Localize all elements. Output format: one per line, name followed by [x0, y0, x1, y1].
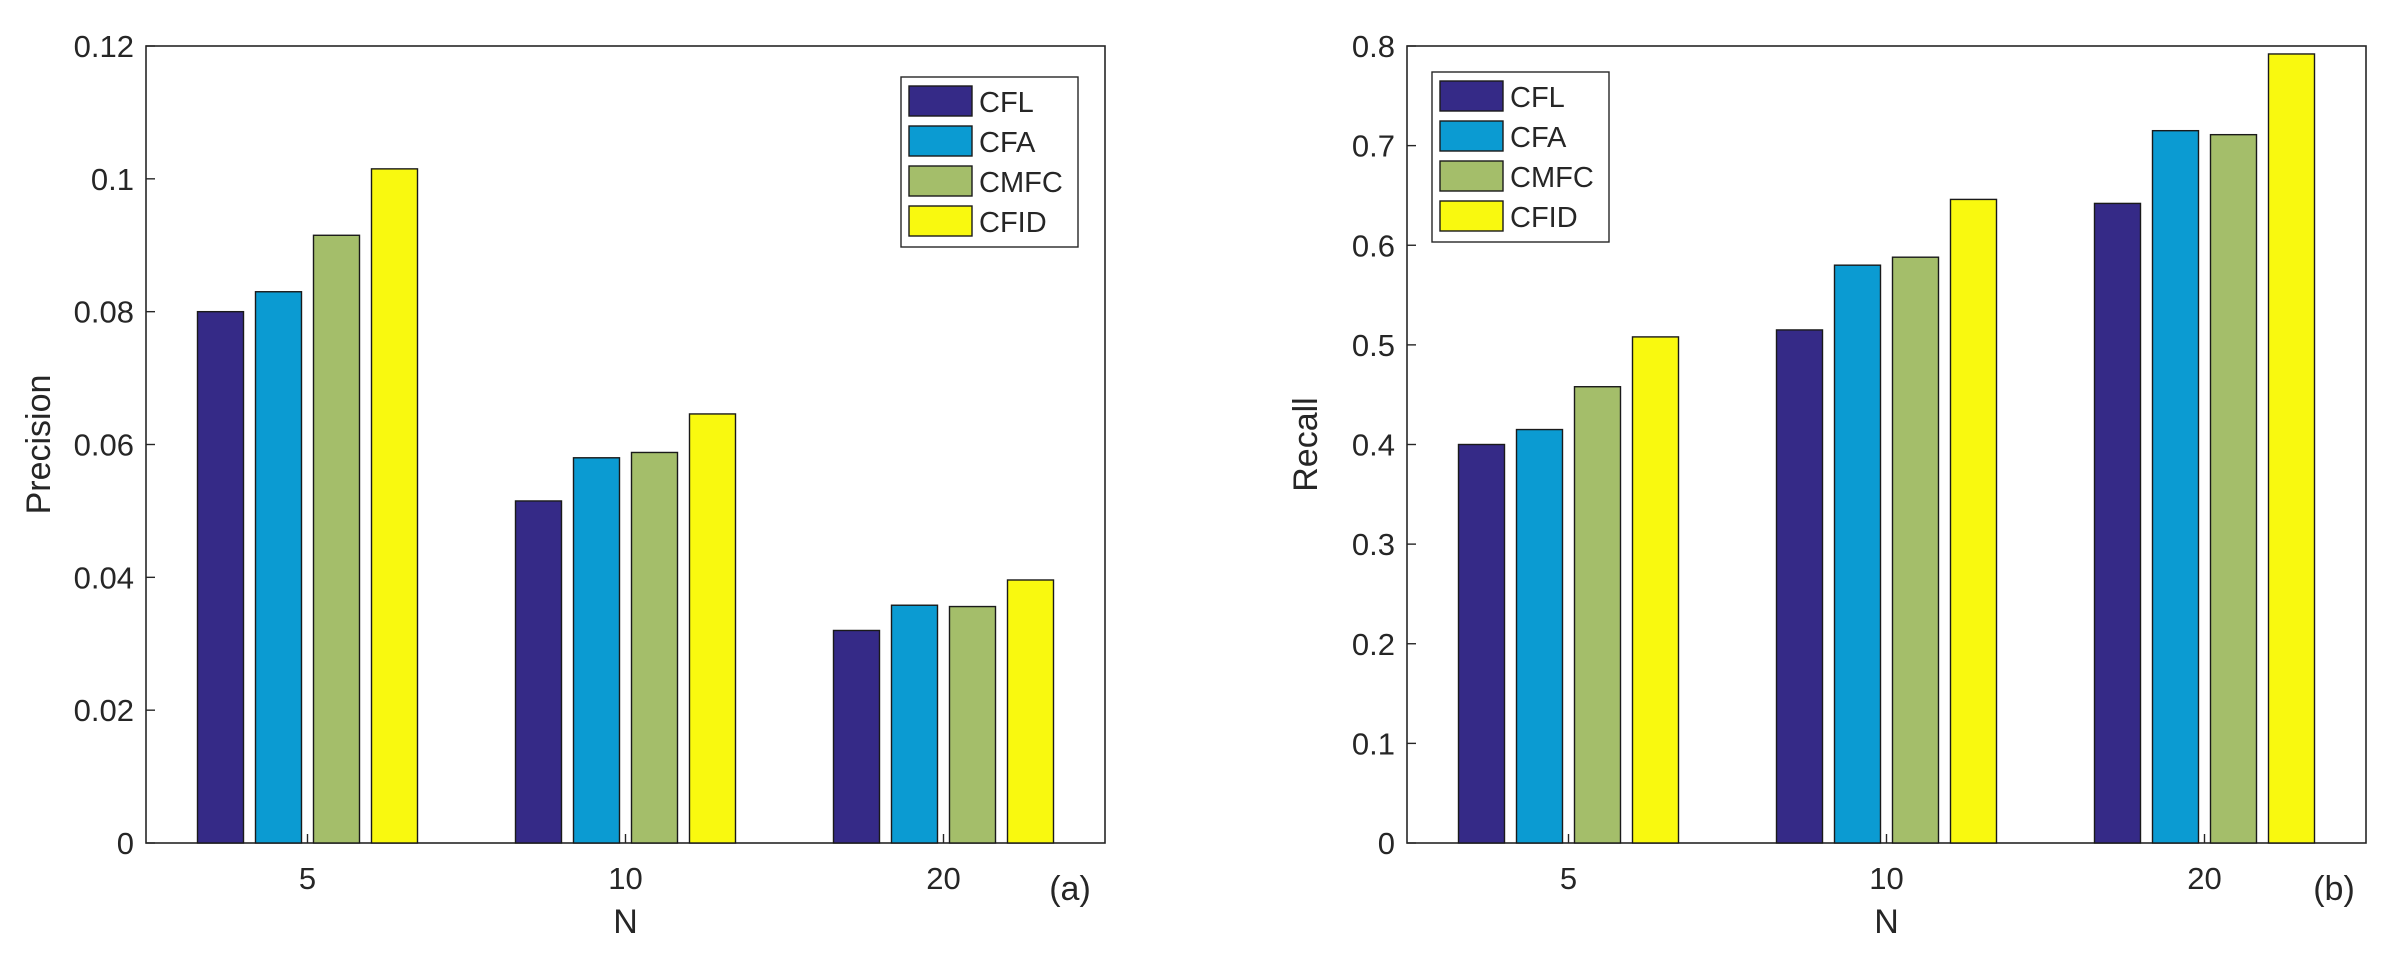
legend-swatch-cfl: [1439, 80, 1504, 112]
bar-cfid-n10: [1949, 198, 1998, 844]
y-tick-label: 0.1: [91, 162, 134, 197]
bar-cfid-n5: [370, 168, 419, 844]
chart-panel-a: 0 0.02 0.04 0.06 0.08 0.1 0.12 5 10 20 N Precision (…: [20, 29, 1106, 941]
panel-label: (a): [1049, 870, 1091, 908]
bar-cmfc-n10: [1891, 256, 1940, 844]
y-tick-label: 0.1: [1352, 726, 1395, 761]
legend-swatch-cmfc: [1439, 160, 1504, 192]
bar-cfa-n5: [1515, 428, 1564, 844]
bar-cfl-n5: [196, 310, 245, 844]
legend-label-cfl: CFL: [979, 87, 1034, 119]
legend-label-cfa: CFA: [1510, 122, 1567, 154]
x-axis-label: N: [1874, 903, 1899, 941]
bar-cmfc-n5: [1573, 386, 1622, 844]
legend: CFL CFA CMFC CFID: [900, 76, 1079, 248]
x-tick-label: 10: [1869, 861, 1903, 896]
legend-swatch-cfid: [908, 205, 973, 237]
panel-label: (b): [2313, 870, 2355, 908]
bar-cfl-n20: [832, 629, 881, 844]
legend-label-cfa: CFA: [979, 127, 1036, 159]
bar-cfa-n10: [1833, 264, 1882, 844]
y-tick-label: 0.12: [74, 29, 134, 64]
bar-cfl-n10: [1775, 329, 1824, 844]
y-tick-label: 0.06: [74, 428, 134, 463]
legend-swatch-cfa: [1439, 120, 1504, 152]
legend-label-cfid: CFID: [1510, 202, 1578, 234]
y-tick-label: 0.3: [1352, 527, 1395, 562]
y-tick-label: 0.2: [1352, 627, 1395, 662]
bar-cmfc-n20: [948, 605, 997, 844]
x-tick-label: 10: [608, 861, 642, 896]
y-tick-label: 0.5: [1352, 328, 1395, 363]
y-tick-label: 0.02: [74, 693, 134, 728]
x-tick-label: 5: [299, 861, 316, 896]
legend-swatch-cfid: [1439, 200, 1504, 232]
bar-cfid-n20: [1006, 579, 1055, 844]
x-tick-label: 5: [1560, 861, 1577, 896]
bar-cfa-n20: [2151, 129, 2200, 844]
bar-cfl-n10: [514, 500, 563, 844]
bar-cfa-n5: [254, 291, 303, 844]
y-tick-label: 0: [117, 826, 134, 861]
legend-swatch-cfa: [908, 125, 973, 157]
y-tick-label: 0.6: [1352, 228, 1395, 263]
bar-cmfc-n20: [2209, 133, 2258, 844]
legend-label-cfid: CFID: [979, 207, 1047, 239]
y-tick-label: 0.04: [74, 560, 134, 595]
bar-cfa-n10: [572, 457, 621, 844]
y-tick-label: 0.08: [74, 295, 134, 330]
y-tick-label: 0: [1378, 826, 1395, 861]
y-tick-label: 0.4: [1352, 428, 1395, 463]
bar-cfid-n20: [2267, 53, 2316, 844]
legend-label-cmfc: CMFC: [1510, 162, 1594, 194]
bar-cfa-n20: [890, 604, 939, 844]
chart-panel-b: 0 0.1 0.2 0.3 0.4 0.5 0.6 0.7 0.8 5 10 20 N Recall (b)…: [1287, 29, 2367, 941]
legend: CFL CFA CMFC CFID: [1431, 71, 1610, 243]
legend-swatch-cfl: [908, 85, 973, 117]
y-axis-label: Precision: [20, 375, 58, 515]
y-tick-label: 0.7: [1352, 129, 1395, 164]
legend-label-cmfc: CMFC: [979, 167, 1063, 199]
y-tick-label: 0.8: [1352, 29, 1395, 64]
legend-label-cfl: CFL: [1510, 82, 1565, 114]
x-axis-label: N: [613, 903, 638, 941]
legend-swatch-cmfc: [908, 165, 973, 197]
bar-cfid-n10: [688, 413, 737, 844]
y-axis-label: Recall: [1287, 397, 1325, 491]
bar-cmfc-n5: [312, 234, 361, 844]
bar-cfid-n5: [1631, 336, 1680, 844]
x-tick-label: 20: [926, 861, 960, 896]
bar-cfl-n5: [1457, 443, 1506, 844]
bar-cfl-n20: [2093, 202, 2142, 844]
x-tick-label: 20: [2187, 861, 2221, 896]
bar-cmfc-n10: [630, 451, 679, 844]
